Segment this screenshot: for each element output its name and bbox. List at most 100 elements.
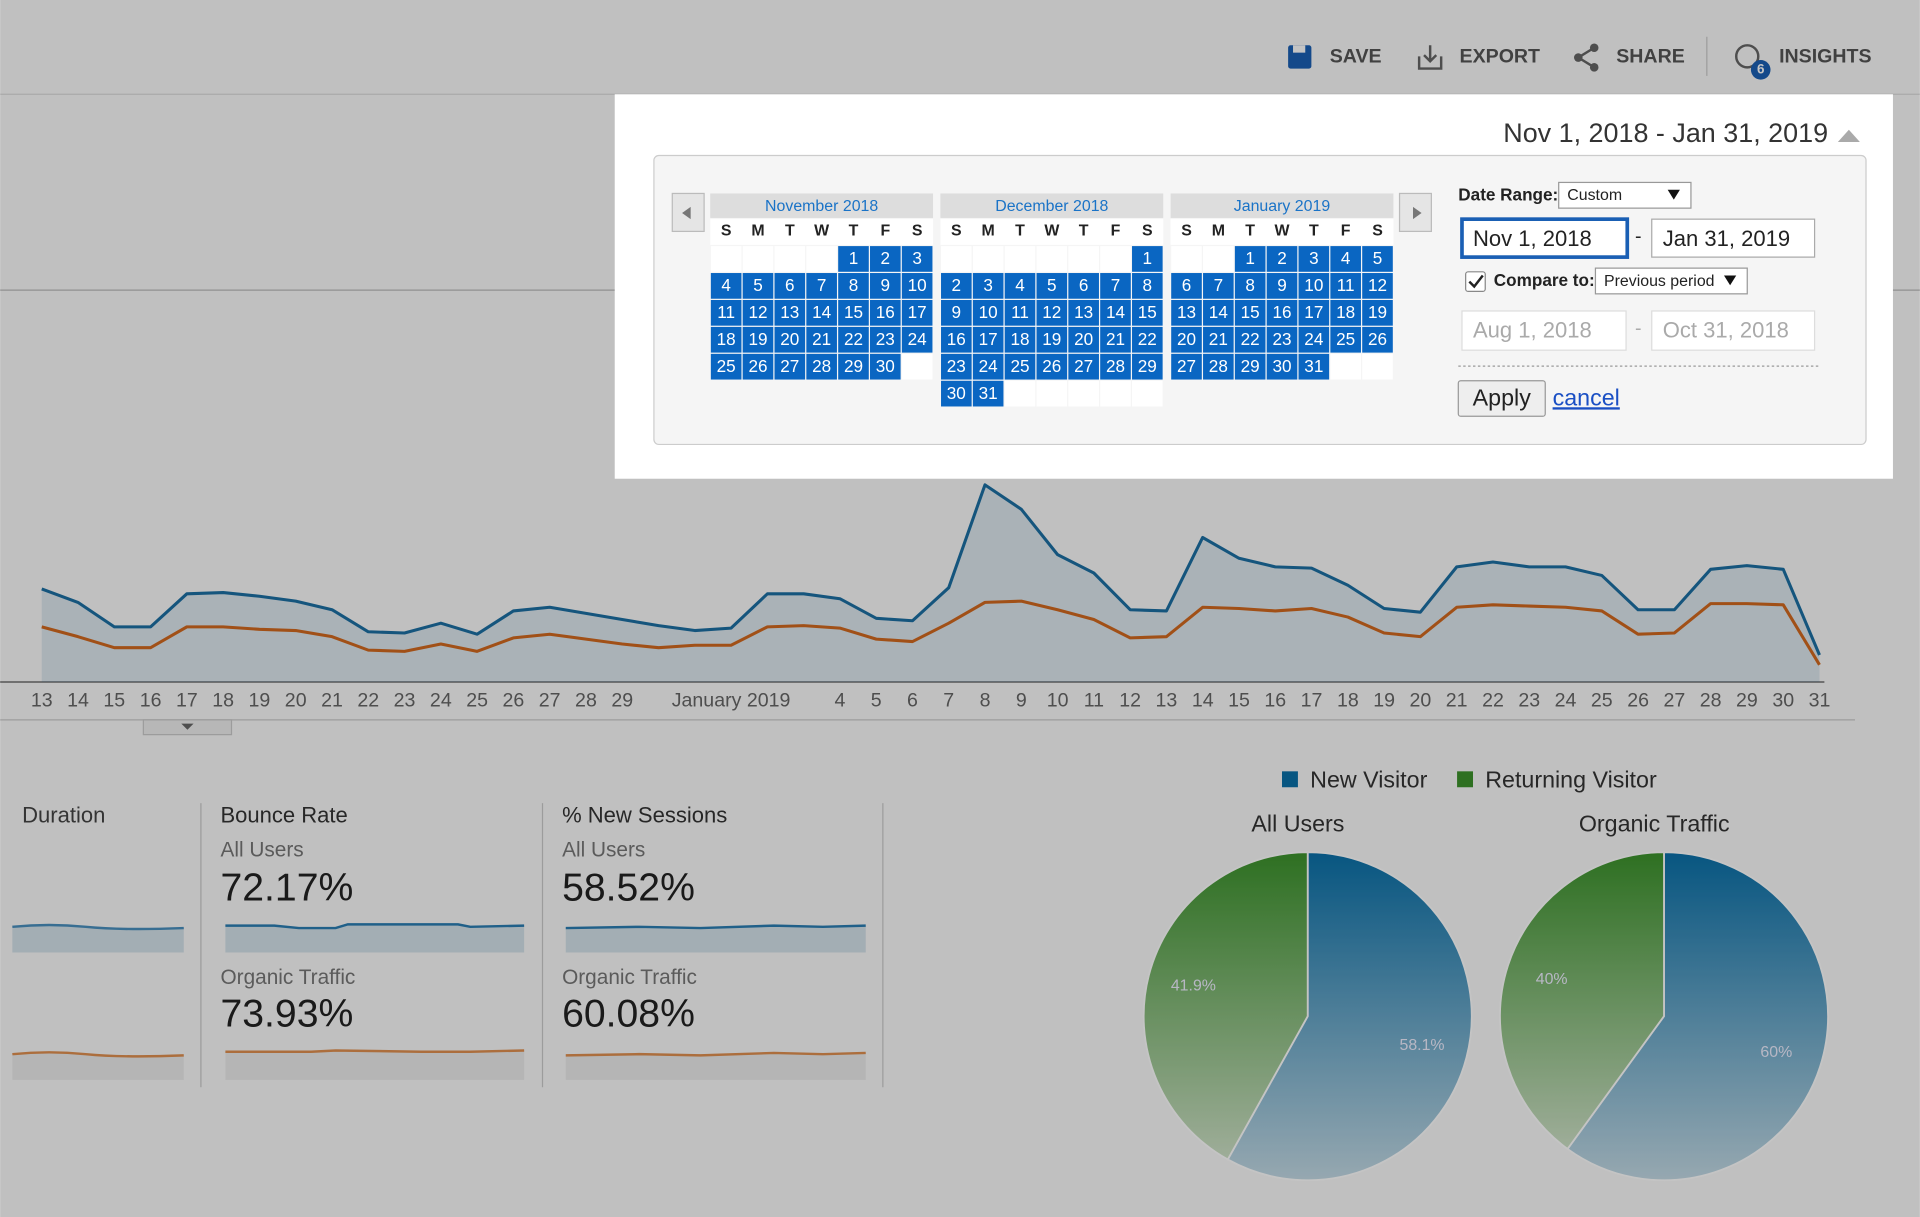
day-cell[interactable] <box>1100 326 1131 353</box>
day-cell[interactable] <box>1036 273 1068 299</box>
day-cell[interactable] <box>742 326 774 353</box>
date-range-select[interactable]: Custom <box>1558 181 1692 209</box>
day-cell[interactable] <box>941 326 972 353</box>
day-cell[interactable] <box>1171 326 1202 353</box>
day-cell[interactable] <box>774 353 806 380</box>
day-cell[interactable] <box>710 299 742 326</box>
compare-end-input[interactable] <box>1651 310 1816 351</box>
day-cell[interactable] <box>870 273 901 299</box>
day-cell[interactable] <box>1234 353 1266 380</box>
day-cell[interactable] <box>1004 299 1036 326</box>
day-cell[interactable] <box>710 326 742 353</box>
day-cell[interactable] <box>1362 273 1393 299</box>
day-cell[interactable] <box>806 299 837 326</box>
day-cell[interactable] <box>774 326 806 353</box>
save-button[interactable]: SAVE <box>1288 45 1382 69</box>
day-cell[interactable] <box>1132 273 1163 299</box>
next-month[interactable] <box>1398 192 1432 233</box>
prev-month[interactable] <box>671 192 705 233</box>
day-cell[interactable] <box>1298 246 1330 272</box>
day-cell[interactable] <box>1362 326 1393 353</box>
day-cell[interactable] <box>838 246 869 272</box>
day-cell[interactable] <box>1234 299 1266 326</box>
export-button[interactable]: EXPORT <box>1417 45 1540 70</box>
day-cell[interactable] <box>838 326 869 353</box>
day-cell[interactable] <box>774 299 806 326</box>
day-cell[interactable] <box>1068 273 1099 299</box>
day-cell[interactable] <box>1171 273 1202 299</box>
date-range-toggle[interactable]: Nov 1, 2018 - Jan 31, 2019 <box>1503 118 1828 148</box>
day-cell[interactable] <box>1100 353 1131 380</box>
day-cell[interactable] <box>1068 326 1099 353</box>
day-cell[interactable] <box>941 273 972 299</box>
day-cell[interactable] <box>1298 353 1330 380</box>
day-cell[interactable] <box>1068 299 1099 326</box>
day-cell[interactable] <box>972 326 1004 353</box>
day-cell[interactable] <box>806 326 837 353</box>
cancel-link[interactable]: cancel <box>1553 384 1620 410</box>
day-cell[interactable] <box>1330 299 1361 326</box>
day-cell[interactable] <box>742 353 774 380</box>
day-cell[interactable] <box>901 246 933 272</box>
day-cell[interactable] <box>1132 246 1163 272</box>
day-cell[interactable] <box>1298 326 1330 353</box>
day-cell[interactable] <box>806 273 837 299</box>
day-cell[interactable] <box>1266 246 1298 272</box>
day-cell[interactable] <box>710 353 742 380</box>
day-cell[interactable] <box>972 273 1004 299</box>
day-cell[interactable] <box>1266 299 1298 326</box>
day-cell[interactable] <box>941 380 972 407</box>
day-cell[interactable] <box>1203 353 1234 380</box>
day-cell[interactable] <box>870 353 901 380</box>
day-cell[interactable] <box>742 273 774 299</box>
end-date-input[interactable] <box>1651 218 1816 258</box>
day-cell[interactable] <box>1266 353 1298 380</box>
day-cell[interactable] <box>901 273 933 299</box>
day-cell[interactable] <box>1203 273 1234 299</box>
apply-button[interactable]: Apply <box>1457 380 1546 417</box>
day-cell[interactable] <box>1068 353 1099 380</box>
day-cell[interactable] <box>1132 299 1163 326</box>
day-cell[interactable] <box>870 246 901 272</box>
day-cell[interactable] <box>1234 326 1266 353</box>
day-cell[interactable] <box>972 353 1004 380</box>
day-cell[interactable] <box>1100 299 1131 326</box>
day-cell[interactable] <box>941 299 972 326</box>
day-cell[interactable] <box>901 326 933 353</box>
day-cell[interactable] <box>1004 353 1036 380</box>
day-cell[interactable] <box>742 299 774 326</box>
day-cell[interactable] <box>1362 246 1393 272</box>
day-cell[interactable] <box>1330 326 1361 353</box>
day-cell[interactable] <box>1203 299 1234 326</box>
day-cell[interactable] <box>1132 326 1163 353</box>
compare-checkbox[interactable] <box>1465 271 1486 293</box>
insights-button[interactable]: 6 INSIGHTS <box>1735 44 1872 80</box>
day-cell[interactable] <box>941 353 972 380</box>
day-cell[interactable] <box>1171 299 1202 326</box>
day-cell[interactable] <box>838 273 869 299</box>
day-cell[interactable] <box>1362 299 1393 326</box>
day-cell[interactable] <box>972 380 1004 407</box>
day-cell[interactable] <box>1298 299 1330 326</box>
day-cell[interactable] <box>972 299 1004 326</box>
day-cell[interactable] <box>1036 326 1068 353</box>
day-cell[interactable] <box>838 353 869 380</box>
compare-start-input[interactable] <box>1461 310 1627 351</box>
collapse-arrow[interactable] <box>1837 129 1860 143</box>
day-cell[interactable] <box>1132 353 1163 380</box>
day-cell[interactable] <box>1203 326 1234 353</box>
day-cell[interactable] <box>838 299 869 326</box>
day-cell[interactable] <box>806 353 837 380</box>
day-cell[interactable] <box>1171 353 1202 380</box>
day-cell[interactable] <box>1234 273 1266 299</box>
day-cell[interactable] <box>1004 273 1036 299</box>
day-cell[interactable] <box>1330 246 1361 272</box>
day-cell[interactable] <box>1100 273 1131 299</box>
day-cell[interactable] <box>1266 326 1298 353</box>
day-cell[interactable] <box>774 273 806 299</box>
day-cell[interactable] <box>1330 273 1361 299</box>
start-date-input[interactable] <box>1460 217 1630 259</box>
day-cell[interactable] <box>1266 273 1298 299</box>
share-button[interactable]: SHARE <box>1574 43 1685 72</box>
day-cell[interactable] <box>870 326 901 353</box>
